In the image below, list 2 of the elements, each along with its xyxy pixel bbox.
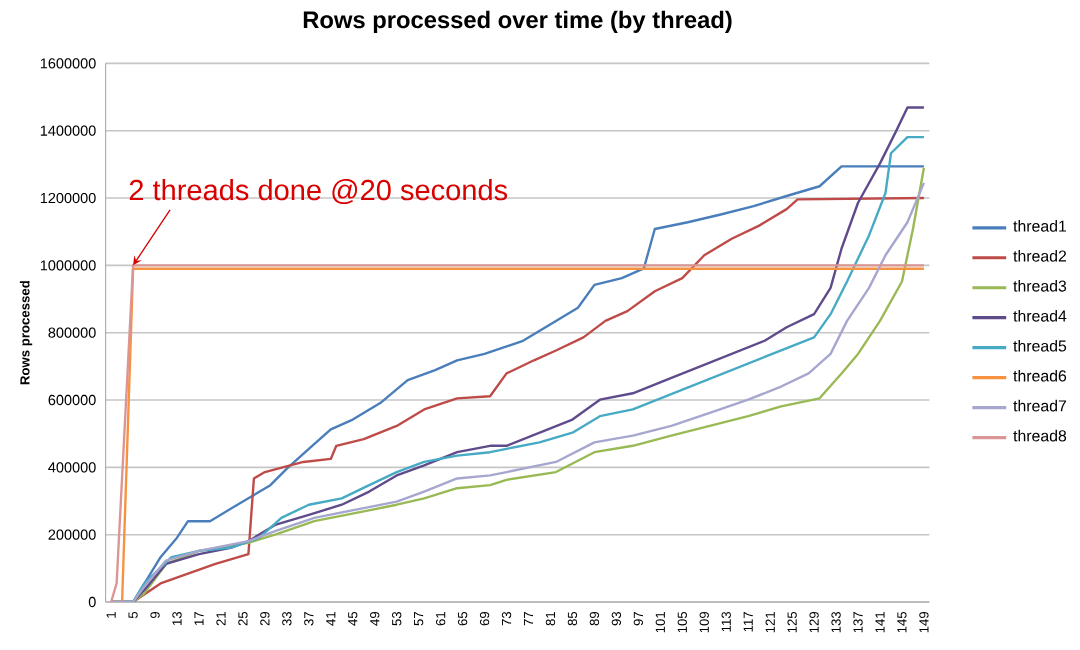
chart-title: Rows processed over time (by thread) <box>303 10 732 34</box>
annotation: 2 threads done @20 seconds <box>129 179 508 205</box>
